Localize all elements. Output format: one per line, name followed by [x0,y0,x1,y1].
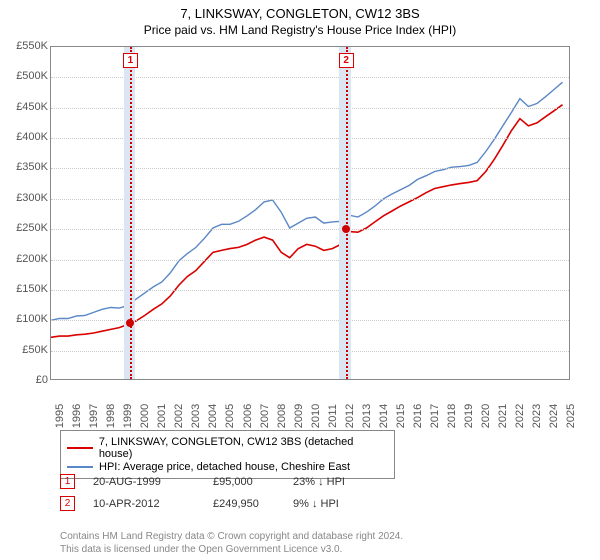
x-tick-label: 2002 [173,404,185,428]
x-tick-label: 2020 [480,404,492,428]
event-date: 10-APR-2012 [93,498,213,510]
y-tick-label: £450K [8,101,48,113]
y-axis: £0£50K£100K£150K£200K£250K£300K£350K£400… [0,46,50,380]
event-row: 1 20-AUG-1999£95,00023% ↓ HPI [60,474,393,489]
y-tick-label: £400K [8,131,48,143]
event-price: £95,000 [213,476,293,488]
x-tick-label: 2004 [207,404,219,428]
x-tick-label: 2021 [497,404,509,428]
x-tick-label: 2014 [378,404,390,428]
x-tick-label: 2022 [514,404,526,428]
footer-line1: Contains HM Land Registry data © Crown c… [60,531,403,542]
y-tick-label: £350K [8,161,48,173]
x-tick-label: 2003 [190,404,202,428]
event-diff: 9% ↓ HPI [293,498,393,510]
x-tick-label: 2000 [139,404,151,428]
x-tick-label: 2018 [446,404,458,428]
legend-swatch [67,447,93,449]
chart-subtitle: Price paid vs. HM Land Registry's House … [0,21,600,37]
x-tick-label: 2001 [156,404,168,428]
legend-box: 7, LINKSWAY, CONGLETON, CW12 3BS (detach… [60,430,395,479]
y-tick-label: £300K [8,192,48,204]
event-badge: 2 [339,53,354,68]
x-tick-label: 1995 [54,404,66,428]
x-tick-label: 2023 [531,404,543,428]
x-tick-label: 1996 [71,404,83,428]
x-tick-label: 2005 [224,404,236,428]
x-axis: 1995199619971998199920002001200220032004… [50,384,570,424]
chart-title: 7, LINKSWAY, CONGLETON, CW12 3BS [0,0,600,21]
x-tick-label: 2007 [259,404,271,428]
sale-marker [342,225,350,233]
event-badge: 1 [123,53,138,68]
x-tick-label: 2012 [344,404,356,428]
x-tick-label: 1997 [88,404,100,428]
x-tick-label: 1999 [122,404,134,428]
y-tick-label: £500K [8,70,48,82]
footer-text: Contains HM Land Registry data © Crown c… [60,530,570,556]
x-tick-label: 2025 [565,404,577,428]
chart-container: 7, LINKSWAY, CONGLETON, CW12 3BS Price p… [0,0,600,560]
y-tick-label: £100K [8,313,48,325]
x-tick-label: 2009 [293,404,305,428]
event-date: 20-AUG-1999 [93,476,213,488]
x-tick-label: 2010 [310,404,322,428]
legend-label: HPI: Average price, detached house, Ches… [99,461,350,473]
legend-item: 7, LINKSWAY, CONGLETON, CW12 3BS (detach… [67,436,388,460]
x-tick-label: 2017 [429,404,441,428]
x-tick-label: 2008 [276,404,288,428]
event-price: £249,950 [213,498,293,510]
footer-line2: This data is licensed under the Open Gov… [60,544,342,555]
event-vline [346,47,348,379]
y-tick-label: £50K [8,344,48,356]
x-tick-label: 1998 [105,404,117,428]
y-tick-label: £200K [8,253,48,265]
plot-area: 12 [50,46,570,380]
x-tick-label: 2019 [463,404,475,428]
event-vline [130,47,132,379]
x-tick-label: 2024 [548,404,560,428]
legend-item: HPI: Average price, detached house, Ches… [67,461,388,473]
x-tick-label: 2013 [361,404,373,428]
y-tick-label: £0 [8,374,48,386]
x-tick-label: 2011 [327,404,339,428]
event-row: 2 10-APR-2012£249,9509% ↓ HPI [60,496,393,511]
sale-marker [126,319,134,327]
event-diff: 23% ↓ HPI [293,476,393,488]
y-tick-label: £550K [8,40,48,52]
x-tick-label: 2006 [242,404,254,428]
x-tick-label: 2016 [412,404,424,428]
event-row-badge: 2 [60,496,75,511]
y-tick-label: £250K [8,222,48,234]
x-tick-label: 2015 [395,404,407,428]
event-row-badge: 1 [60,474,75,489]
legend-swatch [67,466,93,468]
legend-label: 7, LINKSWAY, CONGLETON, CW12 3BS (detach… [99,436,388,460]
y-tick-label: £150K [8,283,48,295]
